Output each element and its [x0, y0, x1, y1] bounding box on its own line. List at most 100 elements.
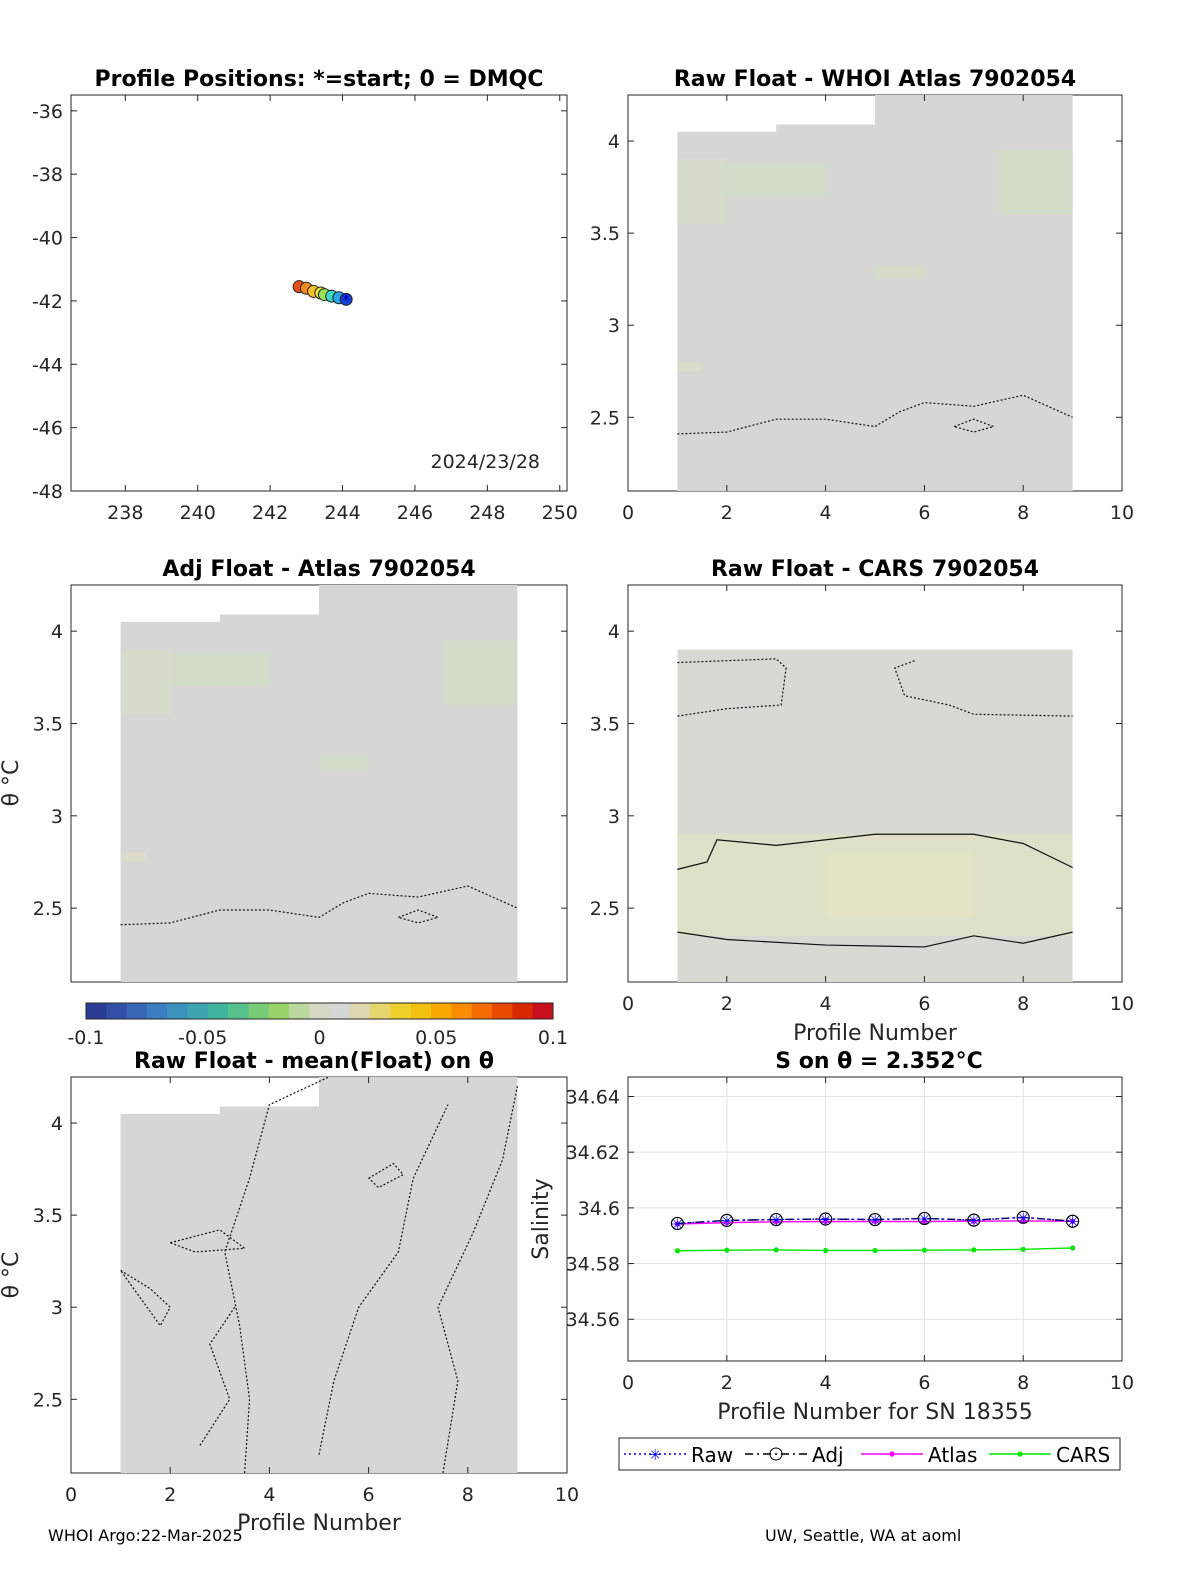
- colorbar-cell: [248, 1003, 270, 1019]
- colorbar-tick-label: -0.05: [178, 1027, 227, 1049]
- x-tick-label: 6: [918, 993, 930, 1015]
- y-tick-label: 3.5: [590, 223, 620, 245]
- data-point-cars: [921, 1247, 928, 1253]
- colorbar-cell: [471, 1003, 493, 1019]
- profile-position-point: [339, 292, 353, 306]
- contour-line: [169, 1229, 247, 1253]
- data-point-raw: ✳: [819, 1211, 832, 1229]
- contour-line: [677, 394, 1073, 435]
- legend-marker: [889, 1451, 895, 1457]
- data-point-raw: ✳: [721, 1212, 734, 1230]
- y-tick-label: 2.5: [33, 898, 63, 920]
- data-point-adj: [1065, 1214, 1080, 1228]
- heatmap-cell: [443, 640, 518, 706]
- legend-marker: [1017, 1451, 1023, 1457]
- annotation-date: 2024/23/28: [430, 451, 540, 473]
- data-point-raw: ✳: [671, 1215, 684, 1233]
- x-tick-label: 4: [820, 1372, 832, 1394]
- plot-frame: [627, 1076, 1123, 1362]
- y-tick-label: 3: [608, 315, 620, 337]
- y-tick-label: 34.58: [566, 1254, 620, 1276]
- colorbar-cell: [228, 1003, 249, 1019]
- colorbar-cell: [187, 1003, 209, 1019]
- x-tick-label: 0: [622, 1372, 634, 1394]
- y-tick-label: -44: [32, 354, 63, 376]
- y-tick-label: 4: [608, 621, 620, 643]
- start-marker: *: [342, 290, 350, 309]
- contour-line: [398, 909, 440, 924]
- footer-left: WHOI Argo:22-Mar-2025: [48, 1526, 243, 1545]
- data-point-atlas: [823, 1218, 829, 1225]
- y-tick-label: 3: [51, 806, 63, 828]
- y-tick-label: 2.5: [33, 1389, 63, 1411]
- heatmap-cell: [875, 266, 925, 280]
- colorbar: -0.1 -0.05 0 0.05 0.1: [67, 1002, 568, 1049]
- colorbar-cell: [532, 1003, 554, 1019]
- y-tick-label: 3.5: [590, 713, 620, 735]
- contour-line: [437, 1086, 518, 1474]
- x-tick-label: 242: [252, 502, 288, 524]
- heatmap-cell: [677, 159, 727, 224]
- x-tick-label: 8: [1017, 1372, 1029, 1394]
- chart-title: Raw Float - mean(Float) on θ: [134, 1049, 494, 1074]
- x-tick-label: 10: [1110, 1372, 1134, 1394]
- data-point-atlas: [773, 1219, 779, 1225]
- data-point-raw: ✳: [1066, 1213, 1079, 1231]
- chart-title: Adj Float - Atlas 7902054: [162, 557, 475, 582]
- x-tick-label: 248: [469, 502, 505, 524]
- y-tick-label: 4: [51, 1113, 63, 1135]
- x-tick-label: 10: [555, 1484, 579, 1506]
- y-tick-label: -38: [32, 164, 63, 186]
- y-tick-label: -36: [32, 101, 63, 123]
- y-tick-label: -40: [32, 228, 63, 250]
- y-tick-label: 4: [608, 131, 620, 153]
- adj-atlas-panel: Adj Float - Atlas 7902054 θ °C 4 3.5 3 2.5: [0, 557, 568, 983]
- colorbar-cell: [329, 1003, 351, 1019]
- colorbar-cell: [106, 1003, 128, 1019]
- data-point-atlas: [921, 1218, 928, 1225]
- chart-title: S on θ = 2.352°C: [775, 1049, 983, 1074]
- y-axis-label: θ °C: [0, 760, 24, 807]
- x-tick-label: 250: [542, 502, 578, 524]
- chart-title: Profile Positions: *=start; 0 = DMQC: [94, 67, 543, 92]
- raw-atlas-panel: Raw Float - WHOI Atlas 7902054 0 2 4 6 8 10 4 3…: [590, 67, 1134, 524]
- colorbar-cell: [309, 1003, 331, 1019]
- x-tick-label: 244: [324, 502, 360, 524]
- chart-title: Raw Float - WHOI Atlas 7902054: [674, 67, 1076, 92]
- contour-line: [953, 418, 996, 433]
- y-axis-label: θ °C: [0, 1252, 24, 1299]
- y-tick-label: -48: [32, 481, 63, 503]
- colorbar-cell: [289, 1003, 310, 1019]
- x-tick-label: 6: [363, 1484, 375, 1506]
- x-tick-label: 2: [721, 502, 733, 524]
- colorbar-tick-label: 0.05: [415, 1027, 457, 1049]
- colorbar-cell: [512, 1003, 534, 1019]
- x-tick-label: 240: [180, 502, 216, 524]
- x-tick-label: 6: [918, 502, 930, 524]
- contour-line: [677, 931, 1073, 948]
- y-tick-label: 3.5: [33, 713, 63, 735]
- x-tick-label: 2: [721, 1372, 733, 1394]
- y-tick-label: 34.62: [566, 1142, 620, 1164]
- heatmap-cell: [170, 653, 270, 687]
- colorbar-cell: [492, 1003, 513, 1019]
- series-line-adj: [677, 1216, 1073, 1225]
- colorbar-cell: [349, 1003, 371, 1019]
- data-point-raw: ✳: [1017, 1209, 1030, 1227]
- colorbar-cell: [390, 1003, 412, 1019]
- colorbar-cell: [370, 1003, 392, 1019]
- x-tick-label: 10: [1110, 993, 1134, 1015]
- heatmap-cell: [677, 362, 703, 372]
- footer-right: UW, Seattle, WA at aoml: [765, 1526, 961, 1545]
- contour-line: [318, 1104, 449, 1455]
- x-tick-label: 8: [462, 1484, 474, 1506]
- salinity-panel: S on θ = 2.352°C Salinity Profile Number…: [529, 1049, 1134, 1471]
- y-tick-label: 2.5: [590, 407, 620, 429]
- legend-label-cars: CARS: [1056, 1443, 1110, 1467]
- x-tick-label: 238: [107, 502, 143, 524]
- raw-cars-panel: Raw Float - CARS 7902054 Profile Number …: [590, 557, 1134, 1046]
- y-axis-label: Salinity: [529, 1178, 554, 1259]
- y-tick-label: 3.5: [33, 1205, 63, 1227]
- y-tick-label: 34.56: [566, 1309, 620, 1331]
